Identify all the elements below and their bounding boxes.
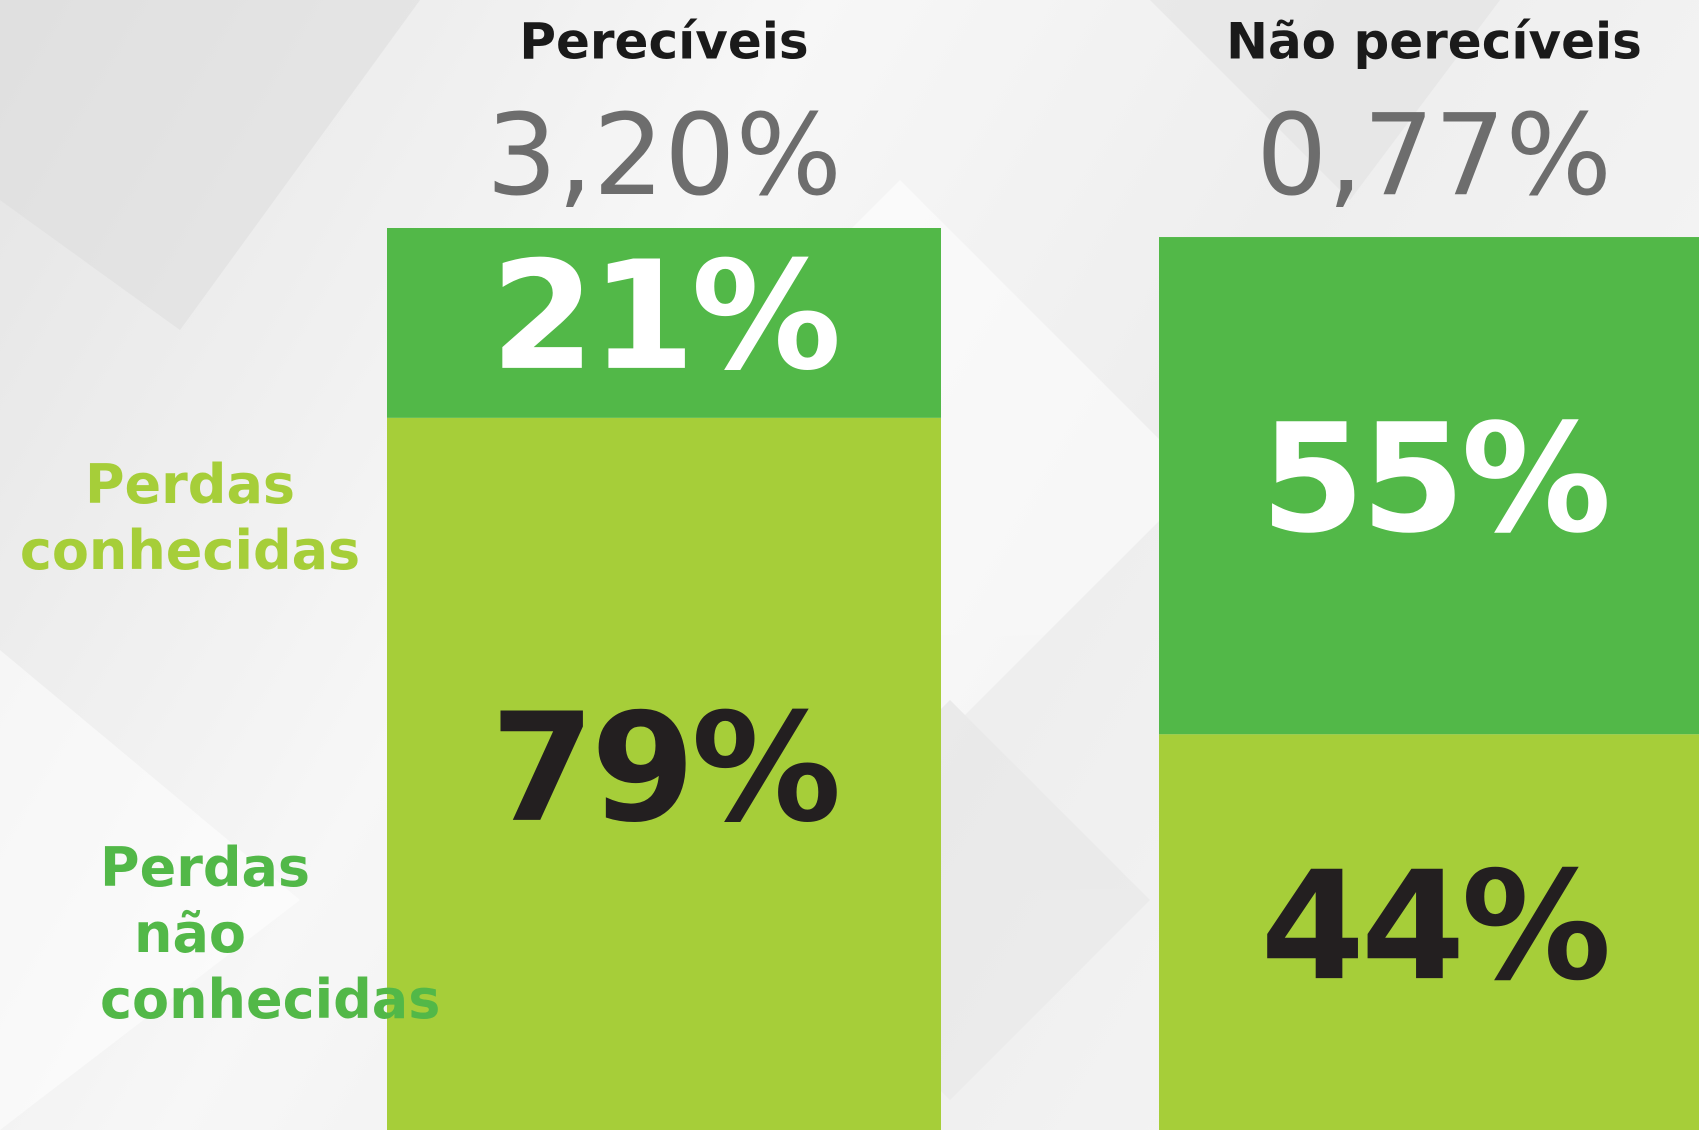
category-label: Não perecíveis — [1226, 13, 1642, 71]
total-label: 0,77% — [1256, 91, 1612, 221]
bar-segment — [1159, 734, 1699, 1130]
total-label: 3,20% — [486, 91, 842, 221]
value-label: 79% — [490, 682, 837, 856]
bar-segment — [1159, 237, 1699, 735]
value-label: 21% — [490, 230, 837, 404]
legend-label: Perdas não conhecidas — [100, 836, 441, 1031]
legend-label: Perdas conhecidas — [19, 453, 361, 582]
bar-segment — [387, 417, 941, 1130]
value-label: 55% — [1260, 393, 1607, 567]
bar-segment — [387, 228, 941, 418]
value-label: 44% — [1260, 840, 1607, 1014]
category-label: Perecíveis — [519, 13, 808, 71]
